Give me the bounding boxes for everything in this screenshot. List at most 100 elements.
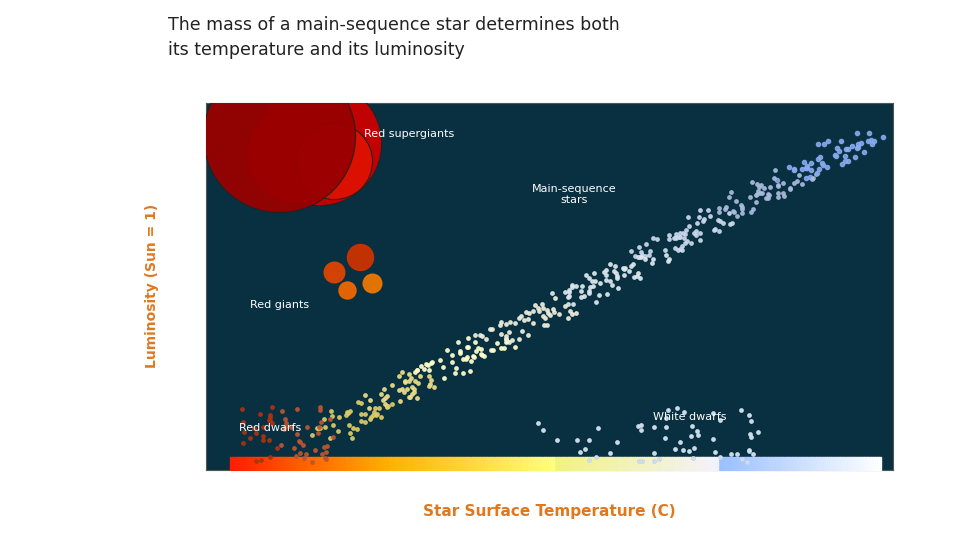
Point [277, 415, 293, 423]
Point [409, 366, 424, 374]
Point [809, 168, 825, 177]
Point [667, 244, 683, 252]
Point [403, 374, 419, 382]
Point [349, 424, 365, 433]
Point [304, 430, 320, 439]
Point [638, 240, 654, 249]
Point [751, 427, 766, 436]
Point [706, 409, 721, 417]
Point [255, 423, 271, 431]
Point [569, 436, 585, 445]
Point [674, 246, 689, 254]
Point [723, 188, 738, 197]
Point [313, 405, 328, 414]
Point [508, 319, 523, 328]
Point [602, 260, 617, 269]
Point [261, 415, 276, 424]
Point [408, 376, 423, 385]
Point [358, 391, 373, 400]
Point [493, 343, 509, 352]
Point [562, 287, 577, 296]
Point [582, 435, 597, 444]
Point [560, 314, 575, 322]
Point [861, 129, 876, 137]
Point [631, 252, 646, 261]
Point [668, 445, 684, 454]
Point [810, 155, 826, 164]
Point [733, 406, 749, 415]
Point [692, 229, 708, 238]
Point [684, 422, 700, 430]
Point [461, 342, 476, 351]
Point [558, 301, 573, 310]
Point [691, 213, 707, 221]
Point [419, 360, 434, 368]
Point [467, 353, 482, 361]
Point [499, 338, 515, 346]
Point [624, 247, 639, 256]
Point [632, 253, 647, 261]
Point [326, 157, 342, 166]
Point [574, 282, 589, 291]
Text: Red dwarfs: Red dwarfs [239, 423, 301, 433]
Point [741, 446, 756, 454]
Point [344, 434, 359, 442]
Point [525, 306, 540, 315]
Point [452, 347, 468, 355]
Point [592, 279, 608, 288]
Point [646, 423, 661, 431]
Point [692, 206, 708, 214]
Point [762, 182, 778, 191]
Point [545, 305, 561, 314]
Point [610, 272, 625, 281]
Point [837, 151, 852, 160]
Point [394, 384, 409, 393]
Point [520, 330, 536, 339]
Point [468, 338, 483, 347]
Point [255, 436, 271, 444]
Point [661, 231, 677, 240]
Point [536, 312, 551, 320]
Point [610, 438, 625, 447]
Point [851, 142, 866, 151]
Point [564, 309, 580, 318]
Point [437, 374, 452, 382]
Point [753, 180, 768, 189]
Point [634, 251, 649, 260]
Point [599, 290, 614, 299]
Point [539, 320, 554, 329]
Point [734, 204, 750, 213]
Point [782, 184, 798, 193]
Point [289, 404, 304, 413]
Point [357, 417, 372, 426]
Point [514, 312, 529, 321]
Point [527, 301, 542, 309]
Point [270, 444, 285, 453]
Point [235, 438, 251, 447]
Point [681, 213, 696, 221]
Point [521, 308, 537, 317]
Point [236, 428, 252, 436]
Point [742, 429, 757, 438]
Point [590, 423, 606, 432]
Point [498, 332, 514, 340]
Point [483, 346, 498, 355]
Point [584, 277, 599, 286]
Point [310, 429, 325, 437]
Point [604, 281, 619, 289]
Point [591, 291, 607, 299]
Point [460, 353, 475, 362]
Point [353, 410, 369, 418]
Point [660, 405, 676, 414]
Point [749, 198, 764, 206]
Point [677, 234, 692, 243]
Point [537, 321, 552, 329]
Point [574, 287, 589, 296]
Point [283, 423, 299, 432]
Point [320, 442, 335, 451]
Point [514, 327, 529, 335]
Point [742, 193, 757, 201]
Point [455, 355, 470, 363]
Point [393, 397, 408, 406]
Point [262, 453, 277, 461]
